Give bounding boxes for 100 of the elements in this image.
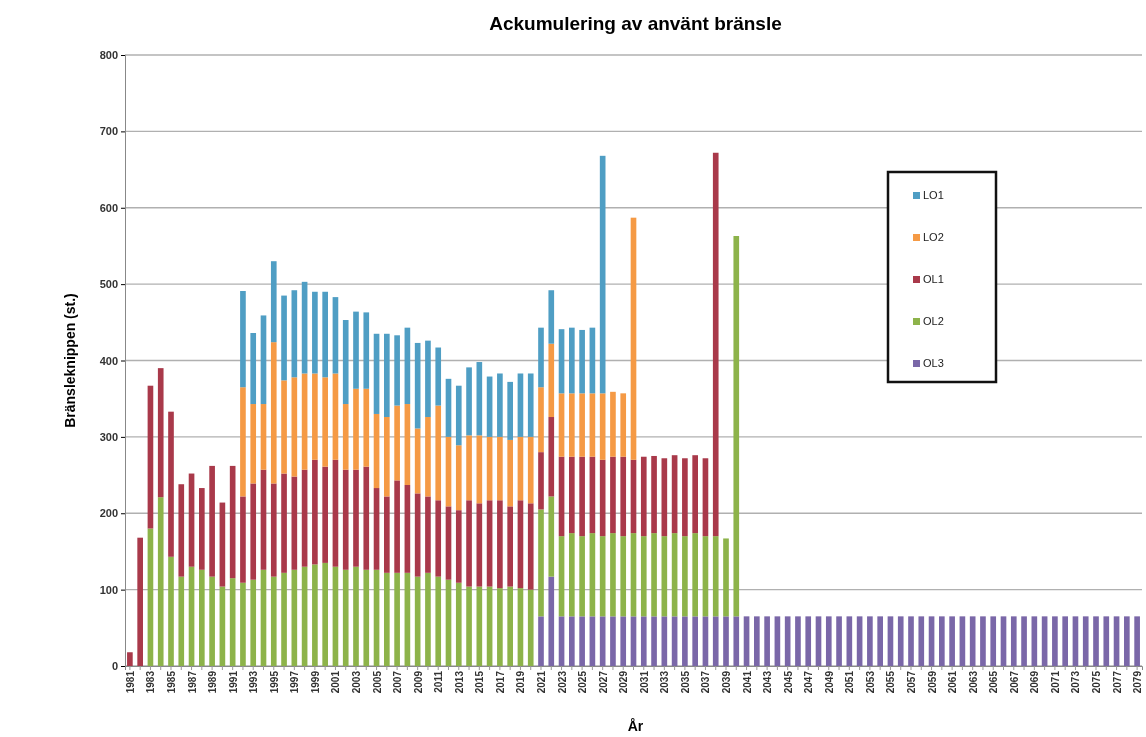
bar (342, 320, 349, 405)
bar (435, 500, 442, 577)
x-tick-label: 2065 (988, 670, 1000, 694)
bar (507, 439, 513, 507)
x-tick-label: 2011 (433, 670, 445, 693)
bar (435, 576, 442, 666)
x-tick-label: 1983 (145, 670, 157, 694)
bar (527, 503, 534, 590)
bar (342, 569, 349, 666)
bar (692, 616, 698, 666)
bar (497, 436, 503, 501)
bar (569, 616, 575, 666)
bar (610, 533, 616, 617)
bar (877, 616, 883, 666)
bar (342, 404, 349, 470)
bar (250, 483, 257, 580)
x-tick-label: 2001 (330, 670, 342, 694)
bar (209, 465, 215, 577)
bar (1052, 616, 1058, 666)
x-tick-label: 2069 (1029, 670, 1041, 694)
x-tick-label: 2017 (494, 670, 506, 694)
x-tick-label: 2029 (618, 670, 630, 694)
bar (497, 500, 503, 589)
bar (733, 236, 740, 617)
bar (867, 616, 873, 666)
bar (692, 533, 698, 617)
bar (394, 405, 400, 481)
bar (897, 616, 904, 666)
bar (466, 586, 472, 666)
x-tick-label: 1985 (165, 670, 177, 694)
bar (384, 572, 390, 666)
bar (466, 500, 472, 587)
x-tick-label: 1981 (124, 670, 136, 694)
bar (527, 373, 534, 437)
bar (363, 312, 370, 389)
bar (610, 456, 616, 534)
bar (569, 327, 575, 394)
bar (312, 564, 318, 666)
bar (281, 473, 287, 573)
bar (435, 405, 442, 501)
bar (548, 576, 555, 666)
bar (178, 576, 185, 666)
bar (579, 536, 585, 617)
bar (157, 368, 164, 498)
y-tick-label: 300 (99, 430, 118, 443)
bar (825, 616, 832, 666)
x-tick-label: 1987 (186, 670, 198, 694)
bar (312, 291, 318, 374)
x-tick-label: 2003 (351, 670, 362, 694)
bar (394, 572, 400, 666)
bar (579, 456, 585, 537)
x-tick-label: 2053 (864, 670, 876, 694)
y-tick-label: 0 (111, 660, 118, 673)
bar (1062, 616, 1068, 666)
bar (240, 291, 246, 388)
bar (712, 536, 719, 617)
bar (640, 616, 647, 666)
bar (353, 566, 359, 666)
x-tick-label: 2061 (947, 670, 959, 694)
x-tick-label: 2071 (1049, 670, 1061, 694)
bar (579, 329, 585, 394)
x-tick-label: 2051 (844, 670, 856, 694)
bar (548, 290, 555, 344)
x-tick-label: 2039 (721, 670, 732, 694)
bar (712, 616, 719, 666)
bar (507, 381, 513, 440)
bar (764, 616, 770, 666)
bar (353, 388, 359, 470)
legend-label: OL3 (923, 357, 944, 369)
x-tick-label: 2031 (638, 670, 650, 694)
bar (137, 537, 143, 666)
x-tick-label: 2005 (371, 670, 383, 694)
bar (240, 496, 246, 583)
bar (1124, 616, 1130, 666)
bar (620, 456, 627, 537)
chart-title: Ackumulering av använt bränsle (489, 13, 782, 34)
bar (795, 616, 801, 666)
y-tick-label: 700 (99, 125, 118, 138)
bar (322, 377, 328, 467)
bar (538, 452, 544, 510)
bar (908, 616, 914, 666)
legend-label: OL2 (923, 315, 944, 327)
x-tick-label: 2015 (474, 670, 486, 694)
bar (610, 391, 616, 457)
x-tick-label: 2067 (1008, 670, 1020, 694)
x-tick-label: 2007 (392, 670, 404, 694)
bar (548, 496, 555, 577)
bar (733, 616, 740, 666)
bar (363, 388, 370, 467)
x-tick-label: 2009 (412, 670, 424, 694)
bar (168, 411, 174, 557)
x-tick-label: 2013 (453, 670, 465, 694)
bar (281, 295, 287, 381)
bar (620, 536, 627, 617)
x-tick-label: 2037 (700, 670, 712, 694)
bar (610, 616, 616, 666)
bar (569, 533, 575, 617)
bar (651, 616, 657, 666)
x-tick-label: 1999 (309, 670, 321, 694)
bar (990, 616, 997, 666)
